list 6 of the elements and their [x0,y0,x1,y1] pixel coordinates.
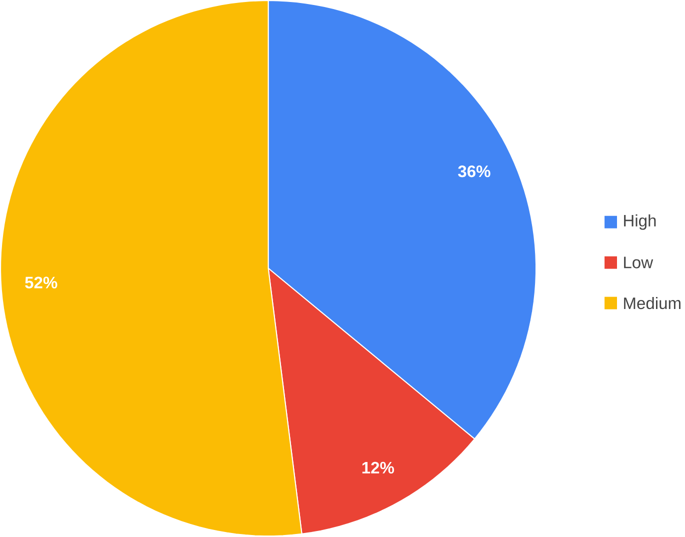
data-label: 36% [458,166,490,178]
data-label: 12% [362,462,394,474]
legend-label: Medium [624,297,680,310]
legend-label: High [624,214,656,230]
legend-label: Low [624,257,654,269]
data-label: 52% [25,276,58,289]
